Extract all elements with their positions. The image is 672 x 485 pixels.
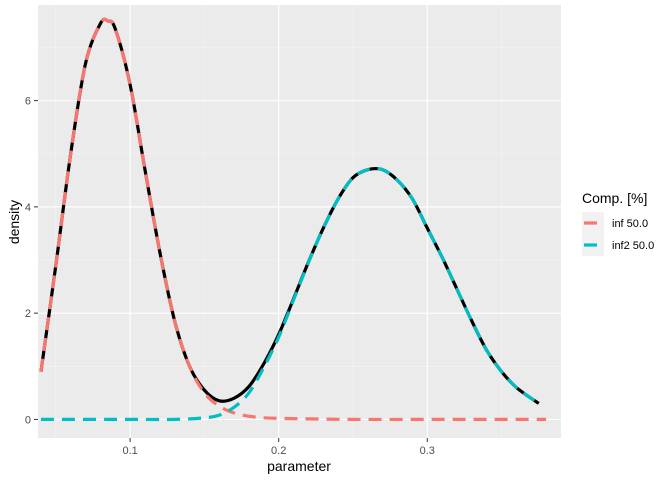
y-tick-label: 6 [25, 96, 31, 108]
y-tick-label: 0 [25, 414, 31, 426]
grid-lines [38, 5, 561, 438]
legend-title: Comp. [%] [582, 190, 647, 206]
series-line-inf2-50-0 [40, 166, 540, 422]
legend-items: inf 50.0 inf2 50.0 [582, 212, 654, 256]
x-tick-label: 0.1 [122, 445, 137, 457]
x-tick-label: 0.3 [420, 445, 435, 457]
series-lines [39, 17, 547, 422]
legend: Comp. [%] inf 50.0 inf2 50.0 [582, 190, 654, 256]
y-tick-label: 4 [25, 202, 31, 214]
y-tick-label: 2 [25, 308, 31, 320]
legend-item-label: inf2 50.0 [612, 240, 654, 252]
legend-item-label: inf 50.0 [612, 218, 648, 230]
x-axis-title: parameter [267, 458, 331, 474]
x-tick-label: 0.2 [271, 445, 286, 457]
series-line-inf-50-0 [39, 17, 547, 422]
axes: 0.1 0.2 0.3 0 2 4 6 [25, 96, 435, 457]
plot-panel-background [38, 5, 561, 438]
y-axis-title: density [6, 200, 22, 244]
